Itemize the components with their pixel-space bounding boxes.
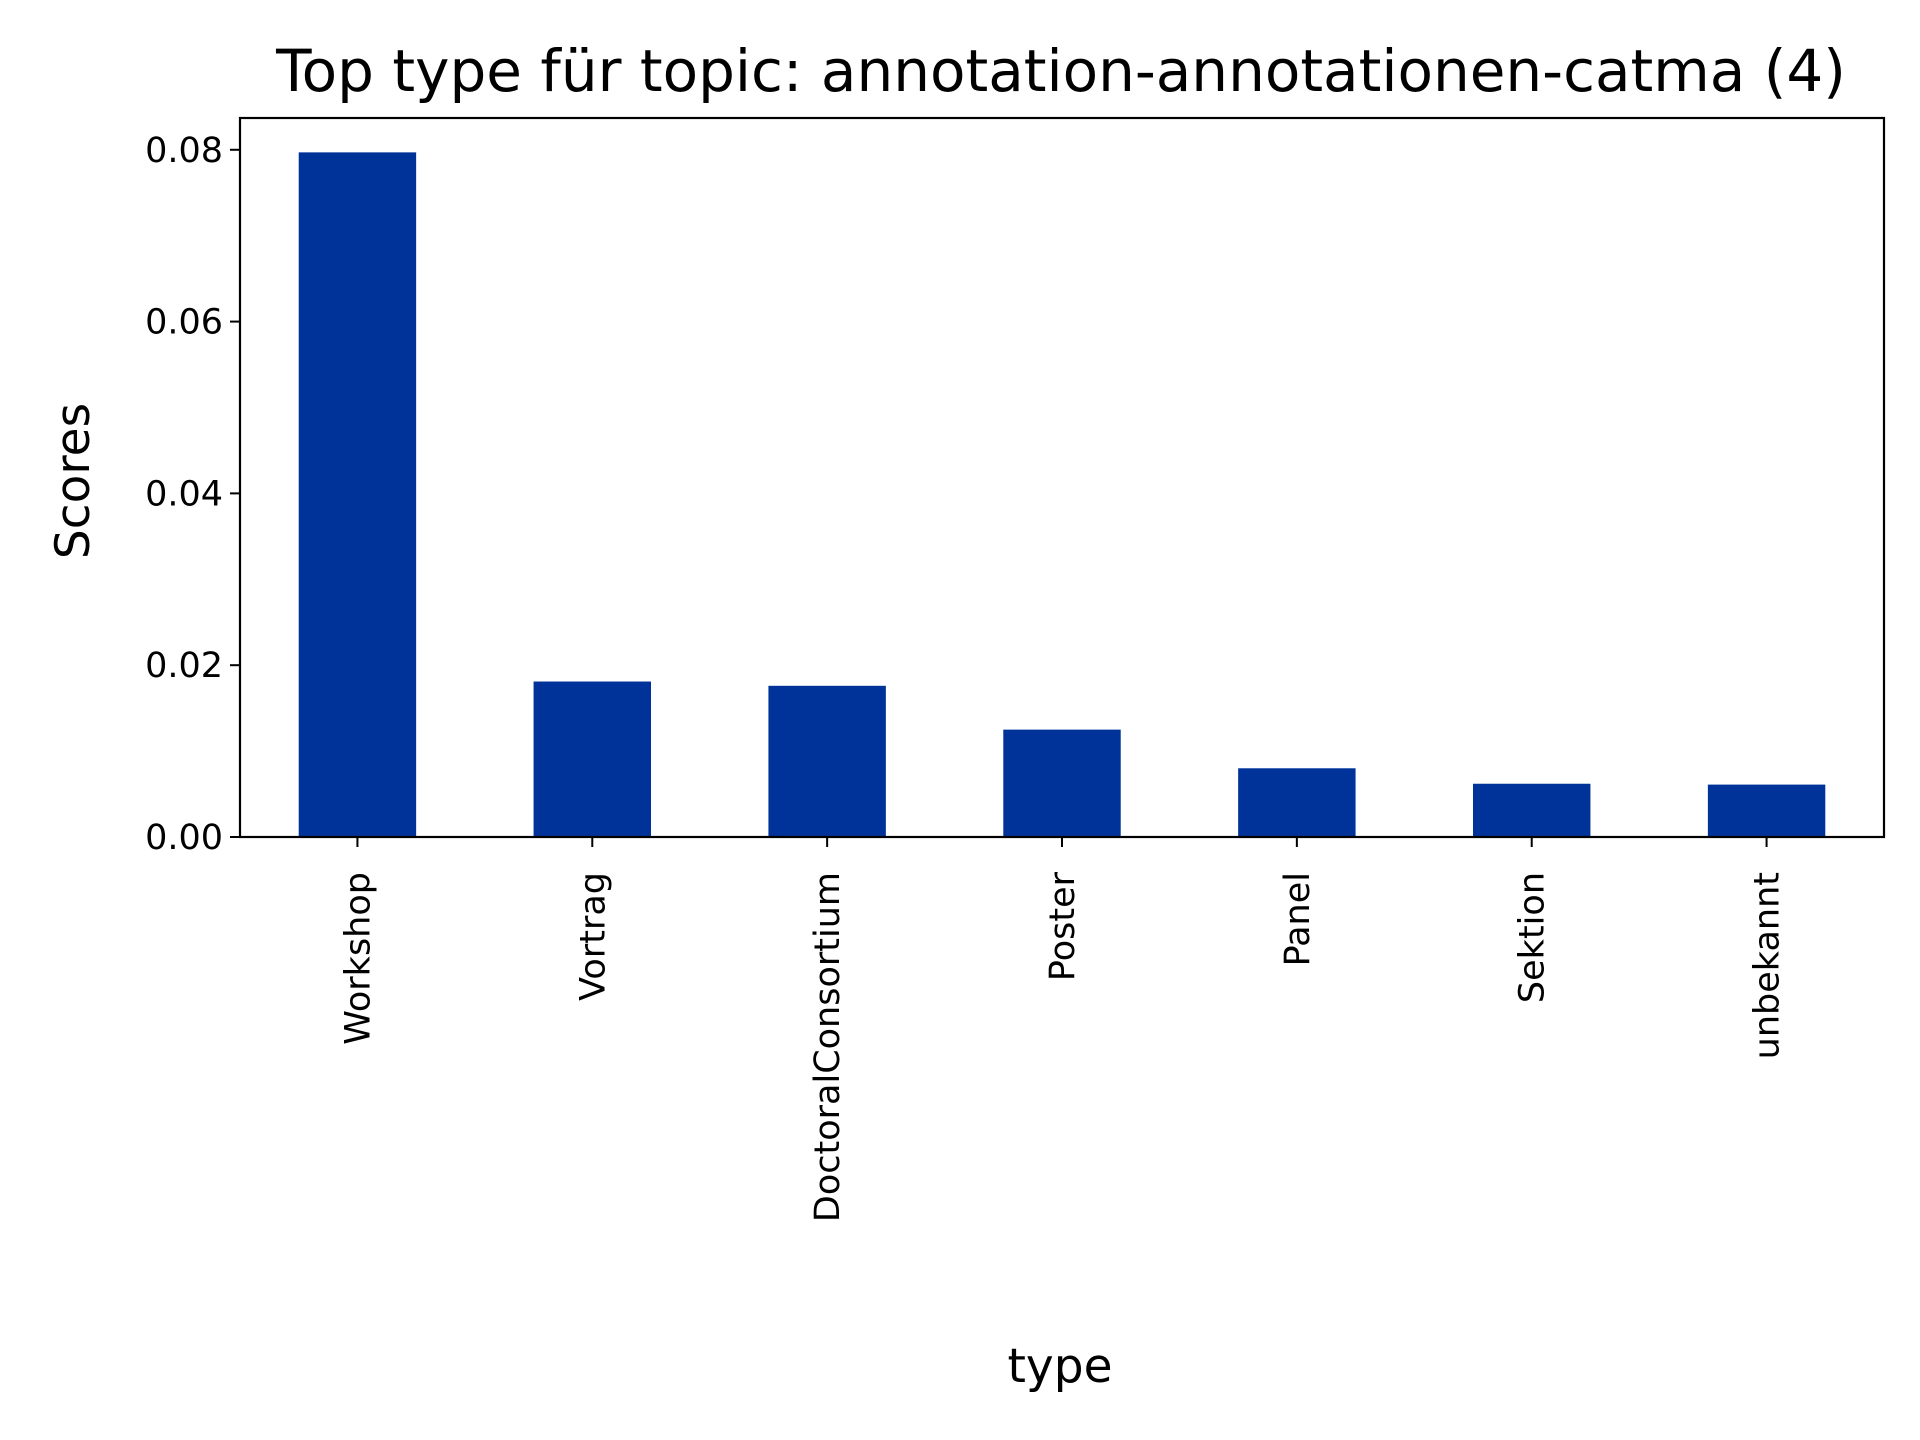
x-tick-label: DoctoralConsortium	[808, 872, 848, 1222]
bar-poster	[1003, 730, 1120, 837]
x-tick-label: Sektion	[1513, 872, 1553, 1003]
x-tick-label: unbekannt	[1748, 872, 1788, 1059]
x-tick-label: Workshop	[338, 872, 378, 1045]
bar-doctoralconsortium	[768, 686, 885, 837]
y-tick-label: 0.08	[145, 131, 223, 171]
bar-workshop	[299, 152, 416, 837]
x-tick-label: Vortrag	[573, 872, 613, 1001]
bar-sektion	[1473, 784, 1590, 837]
y-axis: 0.00 0.02 0.04 0.06 0.08	[145, 131, 240, 858]
chart-title: Top type für topic: annotation-annotatio…	[275, 37, 1846, 105]
y-axis-label: Scores	[46, 403, 101, 559]
y-tick-label: 0.00	[145, 818, 223, 858]
bar-panel	[1238, 768, 1355, 837]
bar-unbekannt	[1708, 785, 1825, 837]
plot-frame	[240, 118, 1884, 837]
y-tick-label: 0.06	[145, 303, 223, 343]
x-tick-label: Poster	[1043, 871, 1083, 981]
x-axis-label: type	[1008, 1339, 1113, 1394]
y-tick-label: 0.02	[145, 646, 223, 686]
y-tick-label: 0.04	[145, 474, 223, 514]
bars-group	[299, 152, 1826, 837]
x-tick-label: Panel	[1278, 872, 1318, 966]
x-axis: Workshop Vortrag DoctoralConsortium Poster P…	[338, 837, 1787, 1222]
bar-vortrag	[534, 682, 651, 837]
